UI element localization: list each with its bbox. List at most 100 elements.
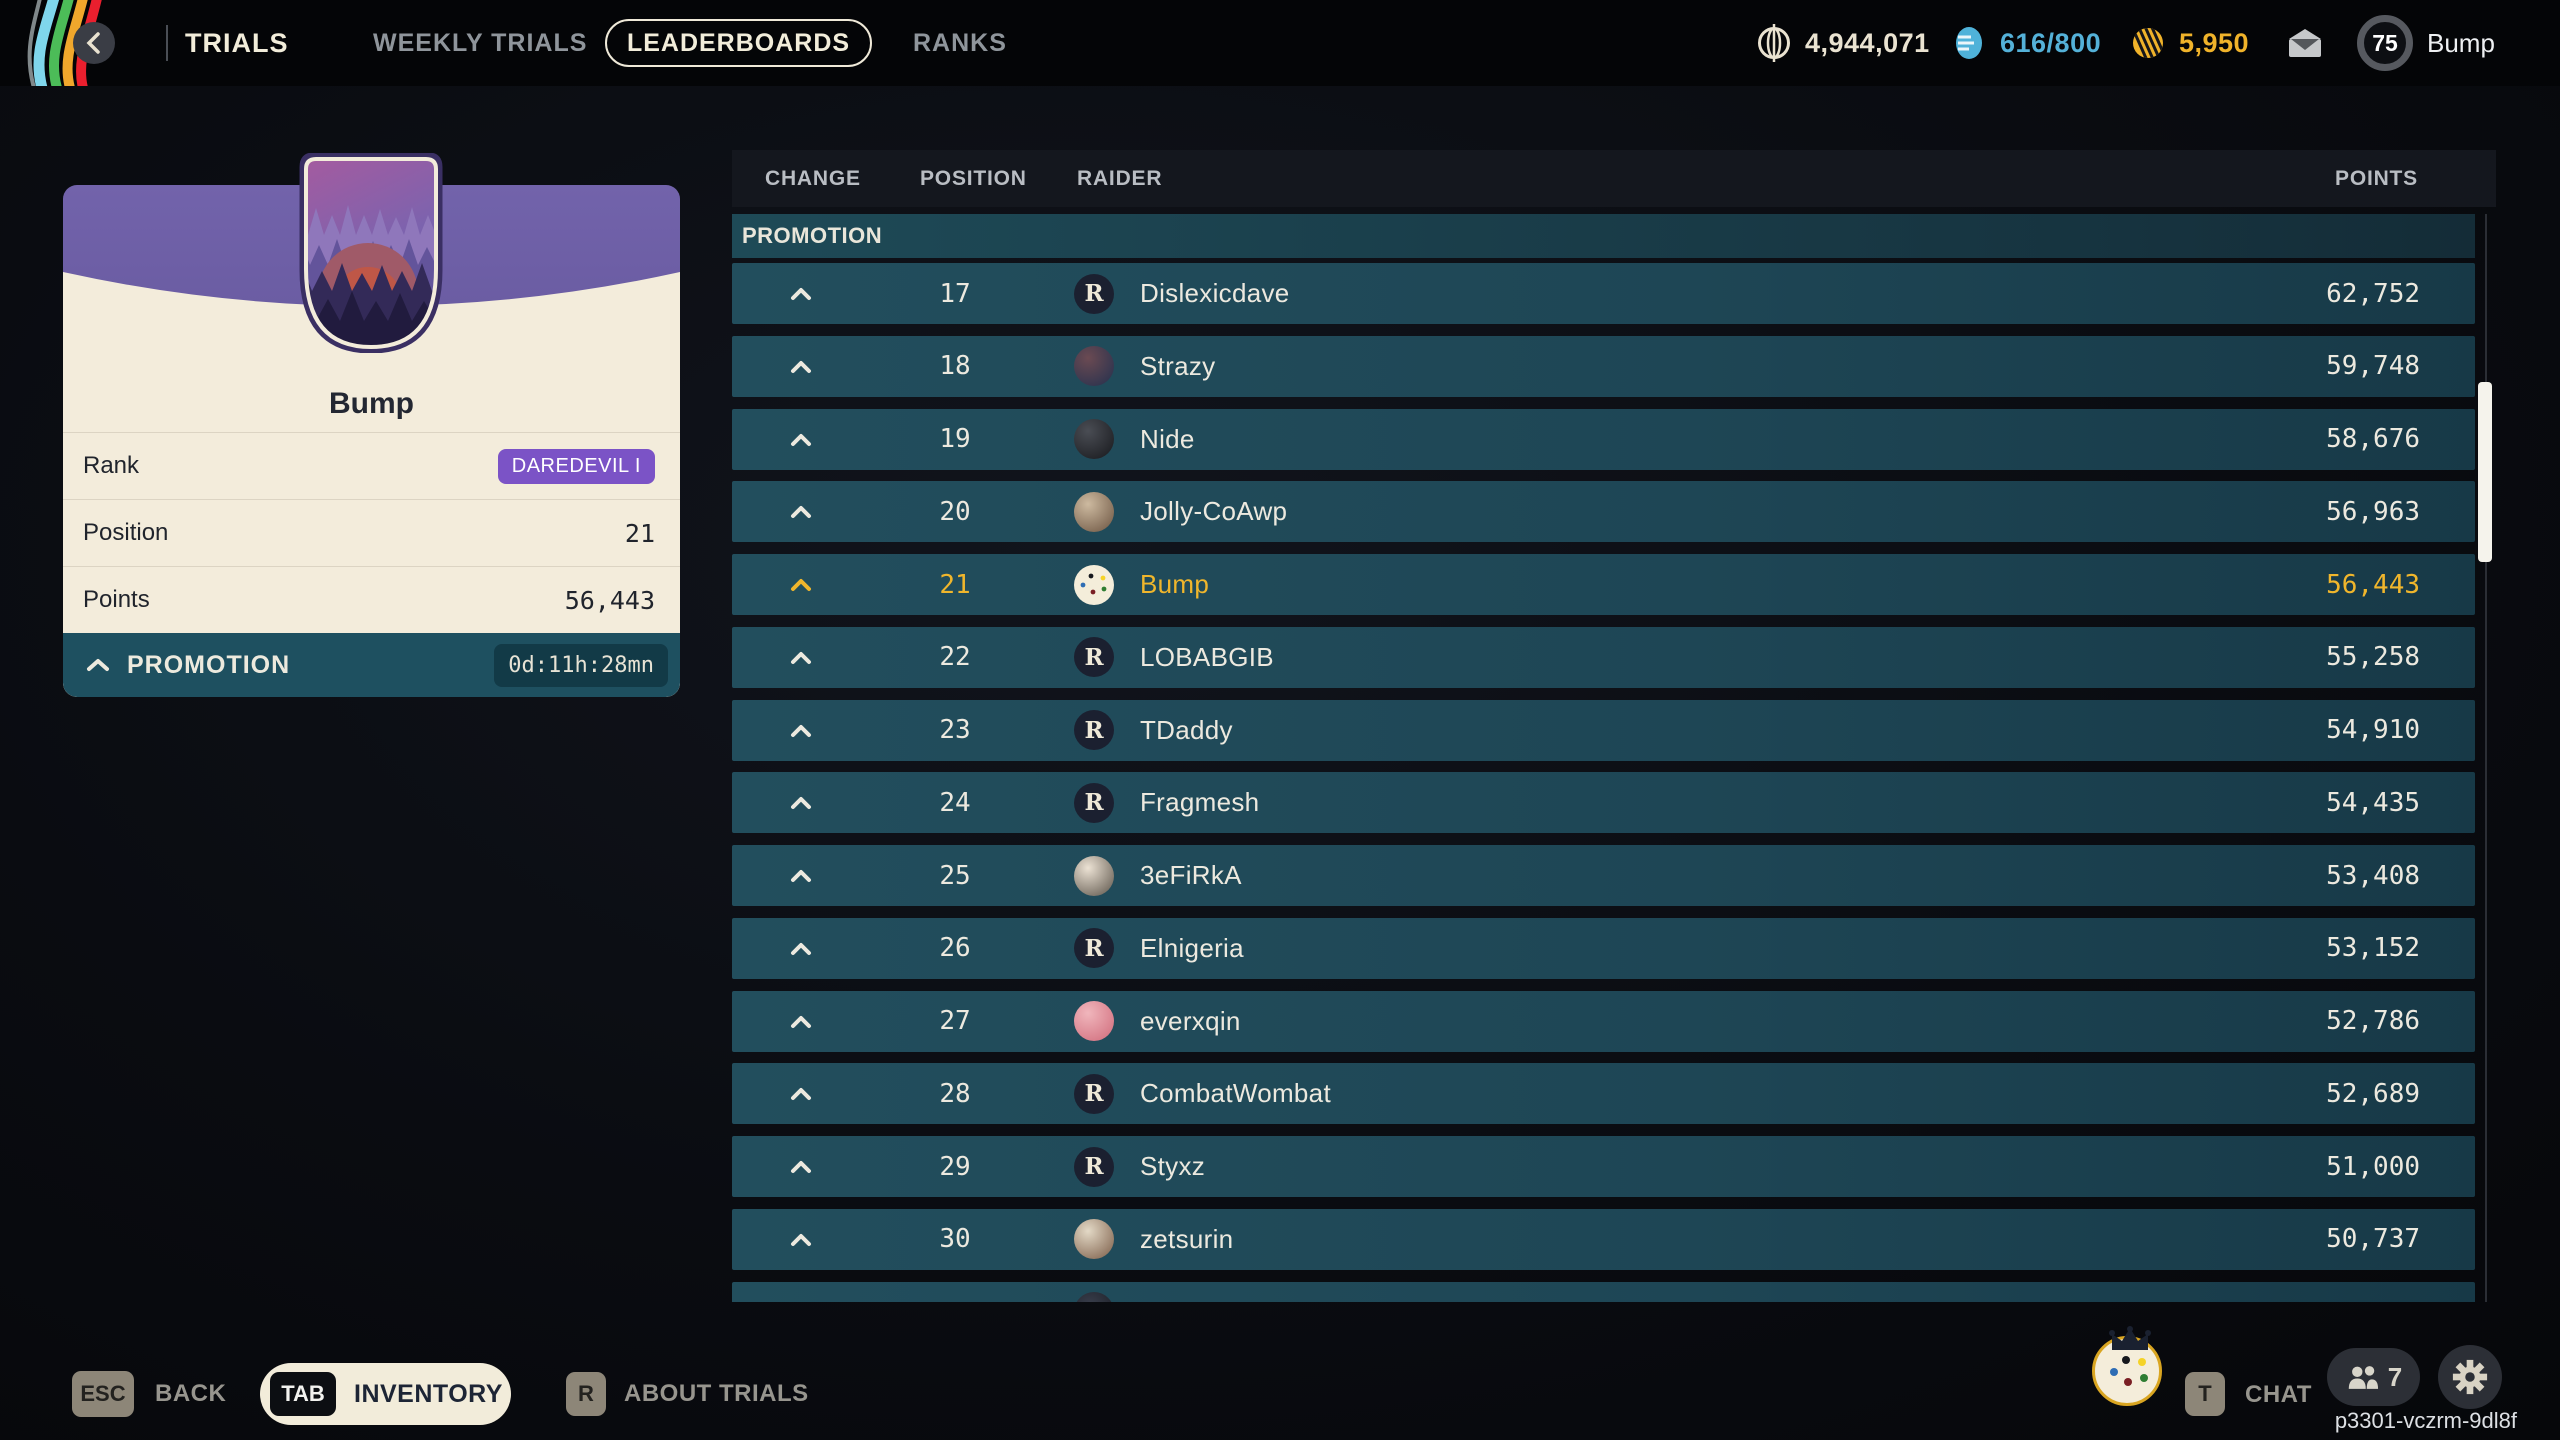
tab-leaderboards[interactable]: LEADERBOARDS: [605, 19, 872, 67]
about-trials-hint[interactable]: ABOUT TRIALS: [624, 1380, 809, 1407]
position-cell: 28: [939, 1078, 971, 1109]
position-cell: 23: [939, 715, 971, 745]
player-name: Bump: [2427, 28, 2495, 58]
player-level: 75: [2372, 29, 2398, 56]
chevron-left-icon: [86, 32, 100, 54]
coin-amount: 4,944,071: [1805, 27, 1930, 58]
back-hint[interactable]: BACK: [155, 1380, 227, 1407]
position-cell: 26: [939, 933, 971, 964]
points-cell: 54,910: [2326, 715, 2420, 745]
avatar: R: [1074, 928, 1114, 969]
chat-hint[interactable]: CHAT: [2245, 1381, 2312, 1408]
change-cell: [732, 795, 870, 810]
stat-value: 21: [624, 518, 655, 548]
raider-name: zetsurin: [1140, 1223, 1234, 1254]
crown-icon: [2109, 1326, 2151, 1350]
tab-keycap: TAB: [270, 1372, 336, 1416]
raider-name: Jolly-CoAwp: [1140, 496, 1288, 527]
rank-up-icon: [791, 870, 811, 882]
mail-button[interactable]: [2283, 27, 2327, 64]
raider-name: Fragmesh: [1140, 787, 1260, 818]
points-cell: 55,258: [2326, 642, 2420, 673]
raider-ticket-icon: [2132, 23, 2166, 63]
points-cell: 59,748: [2326, 351, 2420, 382]
promotion-label: PROMOTION: [127, 650, 291, 679]
stat-value: 56,443: [564, 585, 655, 615]
avatar: [1074, 346, 1114, 387]
raider-name: Elnigeria: [1140, 932, 1244, 963]
column-header-points: POINTS: [2335, 167, 2418, 190]
leaderboard-row-partial: [732, 1281, 2475, 1302]
change-cell: [732, 868, 870, 883]
change-cell: [732, 359, 870, 374]
currency-raider-tickets: 5,950: [2128, 0, 2249, 86]
top-bar: TRIALS WEEKLY TRIALS LEADERBOARDS RANKS …: [0, 0, 2560, 86]
position-cell: 24: [939, 787, 971, 818]
scrollbar-thumb[interactable]: [2478, 382, 2492, 562]
inventory-hint[interactable]: TAB INVENTORY: [260, 1363, 511, 1425]
gear-icon: [2452, 1359, 2488, 1395]
change-cell: [732, 432, 870, 447]
leaderboard-row-18: 18 Strazy 59,748: [732, 335, 2475, 397]
change-cell: [732, 1086, 870, 1101]
avatar: [1074, 1219, 1114, 1260]
currency-coins: 4,944,071: [1754, 0, 1930, 86]
stat-label: Position: [83, 519, 169, 546]
avatar: R: [1074, 710, 1114, 750]
party-button[interactable]: 7: [2327, 1348, 2420, 1406]
leaderboard-row-19: 19 Nide 58,676: [732, 408, 2475, 470]
token-amount: 616/800: [2000, 27, 2102, 58]
position-cell: 29: [939, 1151, 971, 1182]
avatar: [1074, 855, 1114, 896]
change-cell: [732, 941, 870, 956]
stat-label: Points: [83, 586, 150, 613]
raider-name: 3eFiRkA: [1140, 860, 1242, 890]
rank-up-icon: [791, 1161, 811, 1173]
raider-name: Bump: [1140, 569, 1210, 599]
leaderboard-row-17: 17 R Dislexicdave 62,752: [732, 263, 2475, 324]
cookie-dots: [2110, 1356, 2148, 1386]
back-button[interactable]: [73, 22, 115, 64]
position-cell: 30: [939, 1224, 971, 1255]
rank-badge: DAREDEVIL I: [497, 448, 655, 484]
promotion-collapse-header[interactable]: PROMOTION 0d:11h:28mn: [63, 633, 680, 697]
position-cell: 22: [939, 642, 971, 673]
change-cell: [732, 577, 870, 592]
avatar: [1074, 419, 1114, 459]
scrollbar-track[interactable]: [2485, 214, 2487, 1302]
avatar: R: [1074, 1146, 1114, 1187]
points-cell: 51,000: [2326, 1151, 2420, 1182]
position-cell: 17: [939, 278, 971, 309]
leaderboard-table: CHANGE POSITION RAIDER POINTS PROMOTION …: [732, 150, 2496, 1302]
settings-button[interactable]: [2438, 1345, 2502, 1409]
cookie-emblem: [2092, 1336, 2162, 1406]
leaderboard-row-23: 23 R TDaddy 54,910: [732, 699, 2475, 761]
position-cell: 21: [939, 569, 971, 600]
points-cell: 50,737: [2326, 1224, 2420, 1255]
rank-up-icon: [791, 506, 811, 519]
promotion-section-band: PROMOTION: [732, 214, 2475, 258]
session-id: p3301-vczrm-9dl8f: [2334, 1408, 2517, 1433]
player-emblem-shield: [299, 153, 443, 353]
chevron-up-icon: [87, 659, 109, 671]
position-cell: 25: [939, 860, 971, 891]
leaderboard-row-26: 26 R Elnigeria 53,152: [732, 917, 2475, 979]
nav-divider: [166, 25, 168, 61]
points-cell: 53,152: [2326, 933, 2420, 964]
raider-name: TDaddy: [1140, 714, 1233, 745]
change-cell: [732, 723, 870, 738]
points-cell: 54,435: [2326, 787, 2420, 818]
tab-ranks[interactable]: RANKS: [913, 29, 1007, 57]
tab-weekly-trials[interactable]: WEEKLY TRIALS: [373, 29, 588, 57]
mail-icon: [2289, 29, 2321, 57]
leaderboard-row-30: 30 zetsurin 50,737: [732, 1208, 2475, 1270]
stat-row-rank: Rank DAREDEVIL I: [63, 432, 680, 499]
season-emblem-button[interactable]: [2088, 1326, 2172, 1412]
stat-row-points: Points 56,443: [63, 566, 680, 633]
raider-name: Strazy: [1140, 350, 1216, 381]
points-cell: 62,752: [2326, 278, 2420, 309]
change-cell: [732, 504, 870, 519]
leaderboard-row-27: 27 everxqin 52,786: [732, 990, 2475, 1052]
points-cell: 56,443: [2326, 569, 2420, 600]
position-cell: 19: [939, 424, 971, 454]
